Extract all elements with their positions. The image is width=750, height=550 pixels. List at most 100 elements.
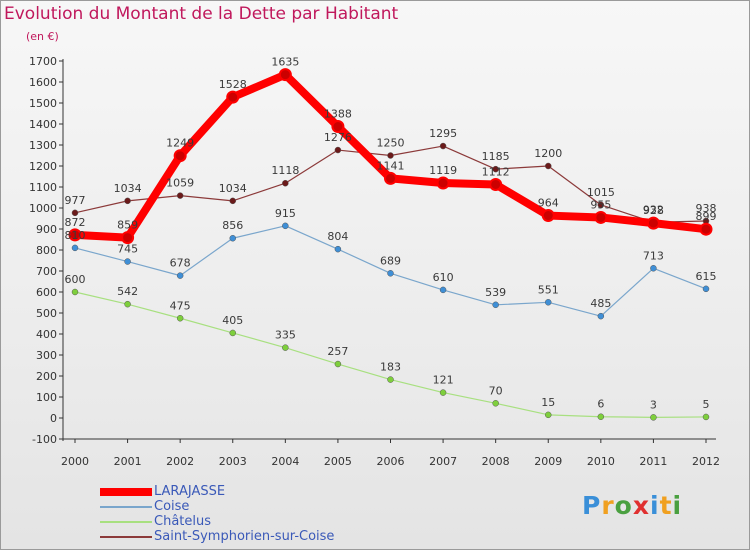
x-tick-label: 2006 <box>377 455 405 468</box>
legend-label: LARAJASSE <box>154 484 226 499</box>
x-tick-label: 2010 <box>587 455 615 468</box>
data-label: 977 <box>65 194 86 207</box>
data-label: 1112 <box>482 165 510 178</box>
logo-letter: x <box>632 491 650 520</box>
y-tick-label: -100 <box>32 433 57 446</box>
data-point <box>699 222 713 236</box>
data-point <box>282 179 289 187</box>
data-point <box>436 176 450 190</box>
y-tick-label: 600 <box>36 286 57 299</box>
data-point <box>229 234 236 242</box>
data-point <box>541 209 555 223</box>
data-label: 1141 <box>377 159 405 172</box>
y-tick-label: 1700 <box>29 55 57 68</box>
data-label: 600 <box>65 273 86 286</box>
data-label: 932 <box>643 203 664 216</box>
data-label: 1185 <box>482 150 510 163</box>
data-point <box>545 162 552 170</box>
data-label: 1295 <box>429 127 457 140</box>
data-point <box>702 413 710 421</box>
x-tick-label: 2004 <box>271 455 299 468</box>
data-label: 551 <box>538 283 559 296</box>
logo-letter: t <box>659 491 673 520</box>
data-point <box>597 201 605 209</box>
x-tick-label: 2002 <box>166 455 194 468</box>
y-tick-label: 1300 <box>29 139 57 152</box>
legend-swatch <box>100 521 152 523</box>
legend-swatch <box>100 506 152 508</box>
data-point <box>439 389 447 396</box>
data-point <box>545 411 552 419</box>
logo-letter: o <box>614 491 633 520</box>
data-point <box>492 165 499 173</box>
data-point <box>492 400 499 407</box>
data-point <box>124 300 131 308</box>
data-label: 938 <box>696 202 717 215</box>
data-point <box>702 285 710 293</box>
x-tick-label: 2007 <box>429 455 457 468</box>
data-label: 1249 <box>166 137 194 150</box>
data-label: 1034 <box>219 182 247 195</box>
data-label: 1118 <box>271 164 299 177</box>
data-label: 678 <box>170 257 191 270</box>
x-tick-label: 2001 <box>114 455 142 468</box>
chart-subtitle: (en €) <box>26 30 59 43</box>
data-label: 1388 <box>324 108 352 121</box>
y-tick-label: 1500 <box>29 97 57 110</box>
y-tick-label: 300 <box>36 349 57 362</box>
y-tick-label: 500 <box>36 307 57 320</box>
logo-letter: i <box>672 491 683 520</box>
data-label: 899 <box>696 210 717 223</box>
data-label: 1528 <box>219 78 247 91</box>
data-label: 1059 <box>166 177 194 190</box>
data-point <box>439 142 447 150</box>
y-tick-label: 1100 <box>29 181 57 194</box>
data-label: 955 <box>590 198 611 211</box>
data-label: 1635 <box>271 56 299 69</box>
data-label: 70 <box>489 384 503 397</box>
data-label: 257 <box>327 345 348 358</box>
data-label: 859 <box>117 219 138 232</box>
data-point <box>229 197 236 205</box>
data-point <box>594 210 608 224</box>
data-point <box>68 228 82 242</box>
y-tick-label: 1600 <box>29 76 57 89</box>
y-tick-label: 400 <box>36 328 57 341</box>
data-point <box>387 376 394 383</box>
data-point <box>278 68 292 82</box>
data-label: 183 <box>380 361 401 374</box>
data-point <box>71 209 79 217</box>
x-tick-label: 2012 <box>692 455 720 468</box>
data-point <box>121 231 135 245</box>
data-point <box>229 329 236 337</box>
data-point <box>176 192 184 199</box>
data-label: 856 <box>222 219 243 232</box>
data-point <box>282 222 289 230</box>
data-label: 335 <box>275 329 296 342</box>
data-label: 615 <box>696 270 717 283</box>
logo-letter: i <box>650 491 660 520</box>
y-tick-label: 800 <box>36 244 57 257</box>
data-label: 5 <box>703 398 710 411</box>
data-label: 1200 <box>534 147 562 160</box>
data-label: 1119 <box>429 164 457 177</box>
data-point <box>489 177 503 191</box>
data-label: 872 <box>65 216 86 229</box>
data-label: 1015 <box>587 186 615 199</box>
data-label: 539 <box>485 286 506 299</box>
data-label: 689 <box>380 254 401 267</box>
data-label: 121 <box>433 374 454 387</box>
y-tick-label: 100 <box>36 391 57 404</box>
data-point <box>176 272 184 279</box>
proxiti-logo: Proxiti <box>582 491 682 520</box>
legend-swatch <box>100 536 152 538</box>
x-tick-label: 2003 <box>219 455 247 468</box>
data-label: 964 <box>538 197 559 210</box>
data-label: 804 <box>327 230 348 243</box>
data-point <box>646 216 660 230</box>
data-point <box>71 244 79 252</box>
data-point <box>334 360 342 368</box>
y-tick-label: 1400 <box>29 118 57 131</box>
